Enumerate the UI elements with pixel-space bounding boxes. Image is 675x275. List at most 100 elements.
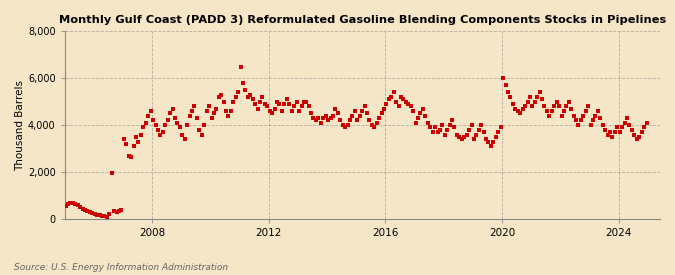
Point <box>174 125 185 130</box>
Point <box>140 121 151 125</box>
Point <box>338 123 348 127</box>
Point <box>111 210 122 214</box>
Point <box>68 200 78 205</box>
Point <box>471 132 482 137</box>
Point <box>376 111 387 116</box>
Point <box>532 95 543 99</box>
Point <box>350 109 360 113</box>
Point <box>369 125 379 130</box>
Point <box>250 102 261 106</box>
Point <box>388 90 399 95</box>
Point <box>306 111 317 116</box>
Y-axis label: Thousand Barrels: Thousand Barrels <box>15 80 25 171</box>
Point <box>265 109 275 113</box>
Point <box>425 125 435 130</box>
Point <box>242 95 253 99</box>
Point <box>119 137 130 141</box>
Point <box>641 121 652 125</box>
Point <box>559 109 570 113</box>
Point <box>546 109 557 113</box>
Point <box>403 102 414 106</box>
Point <box>60 204 71 208</box>
Point <box>230 95 241 99</box>
Point <box>225 109 236 113</box>
Point <box>70 202 80 206</box>
Point <box>464 128 475 132</box>
Point <box>63 202 74 207</box>
Point <box>153 128 163 132</box>
Point <box>497 76 508 81</box>
Point <box>481 137 491 141</box>
Point <box>573 123 584 127</box>
Point <box>332 111 343 116</box>
Point <box>442 128 453 132</box>
Point <box>430 125 441 130</box>
Point <box>359 104 370 109</box>
Point <box>87 211 98 215</box>
Point <box>398 97 409 101</box>
Point <box>254 100 265 104</box>
Point <box>354 114 365 118</box>
Point <box>206 116 217 120</box>
Point <box>527 104 538 109</box>
Text: Source: U.S. Energy Information Administration: Source: U.S. Energy Information Administ… <box>14 263 227 272</box>
Point <box>298 100 309 104</box>
Point <box>271 100 282 104</box>
Point <box>503 90 514 95</box>
Point <box>588 118 599 123</box>
Point <box>585 123 596 127</box>
Point <box>303 104 314 109</box>
Point <box>549 104 560 109</box>
Point <box>99 214 110 219</box>
Point <box>610 130 620 134</box>
Point <box>356 109 367 113</box>
Point <box>269 106 280 111</box>
Point <box>544 114 555 118</box>
Point <box>406 104 416 109</box>
Point <box>84 210 95 214</box>
Point <box>452 132 462 137</box>
Point <box>236 64 246 69</box>
Point <box>599 128 610 132</box>
Point <box>238 81 248 85</box>
Point <box>386 95 397 99</box>
Point <box>182 123 192 127</box>
Point <box>160 123 171 127</box>
Point <box>539 104 550 109</box>
Point <box>595 116 605 120</box>
Point <box>172 121 183 125</box>
Point <box>410 121 421 125</box>
Point <box>394 104 404 109</box>
Point <box>167 106 178 111</box>
Point <box>449 125 460 130</box>
Point <box>274 102 285 106</box>
Point <box>485 144 496 148</box>
Point <box>631 137 642 141</box>
Point <box>286 109 297 113</box>
Point <box>245 92 256 97</box>
Point <box>590 114 601 118</box>
Point <box>352 118 362 123</box>
Point <box>340 125 350 130</box>
Point <box>551 100 562 104</box>
Point <box>131 135 142 139</box>
Point <box>136 132 146 137</box>
Point <box>259 102 270 106</box>
Point <box>284 102 295 106</box>
Point <box>213 95 224 99</box>
Point <box>400 100 411 104</box>
Point <box>75 205 86 210</box>
Point <box>233 90 244 95</box>
Point <box>396 95 406 99</box>
Point <box>561 104 572 109</box>
Point <box>478 130 489 134</box>
Point <box>321 114 331 118</box>
Point <box>240 88 250 92</box>
Point <box>534 90 545 95</box>
Point <box>313 116 324 120</box>
Point <box>420 114 431 118</box>
Point <box>629 132 640 137</box>
Point <box>510 106 520 111</box>
Point <box>614 130 625 134</box>
Point <box>576 118 587 123</box>
